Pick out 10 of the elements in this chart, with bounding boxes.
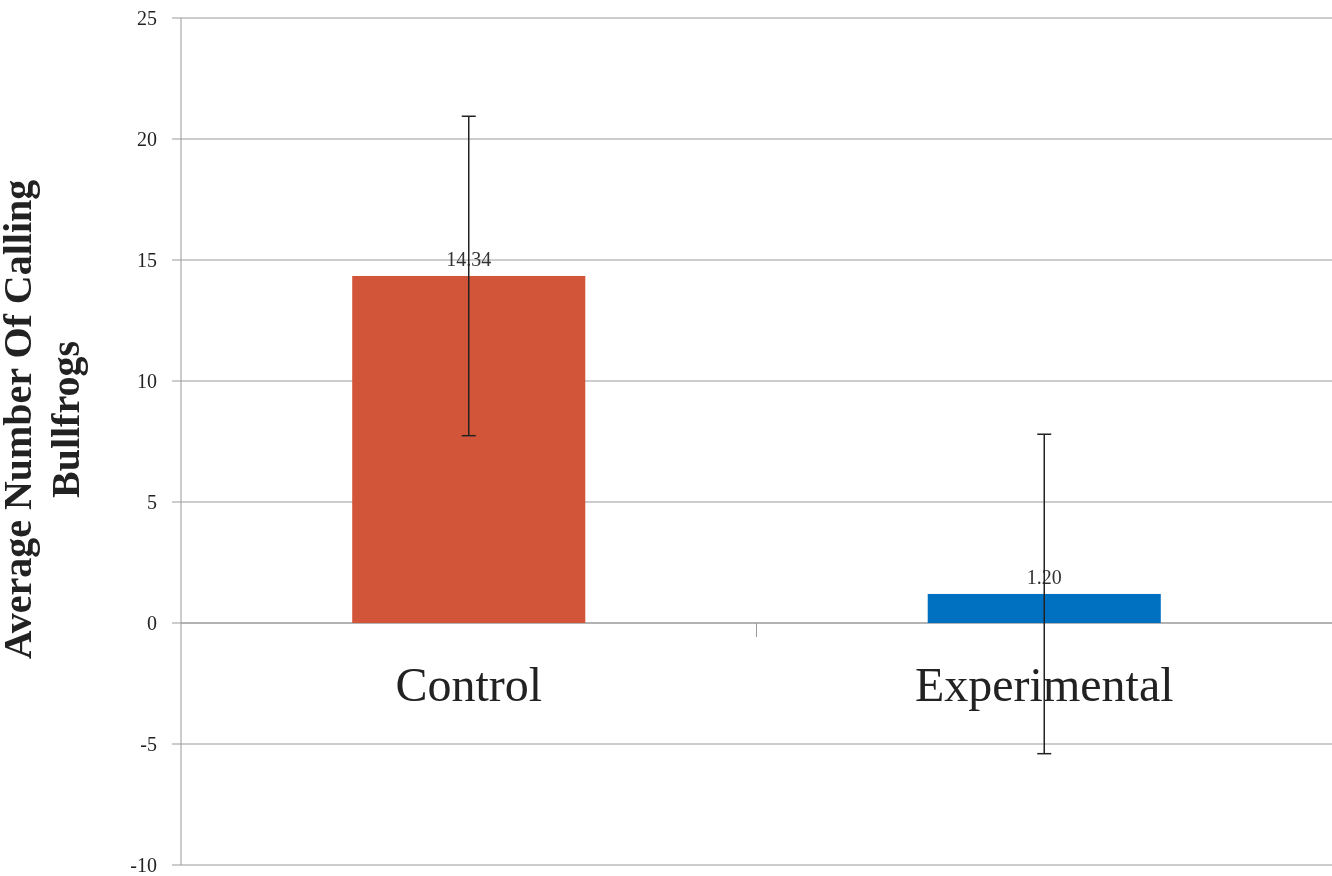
y-tick-label: 10 [137, 370, 157, 392]
y-tick-label: -5 [140, 733, 157, 755]
x-tick-label: Control [395, 658, 543, 711]
y-tick-label: 25 [137, 7, 157, 29]
y-tick-label: 5 [147, 491, 157, 513]
y-axis-title: Average Number Of Calling Bullfrogs [0, 179, 88, 660]
y-tick-label: -10 [130, 854, 157, 876]
y-tick-label: 0 [147, 612, 157, 634]
y-tick-label: 15 [137, 249, 157, 271]
y-tick-label: 20 [137, 128, 157, 150]
